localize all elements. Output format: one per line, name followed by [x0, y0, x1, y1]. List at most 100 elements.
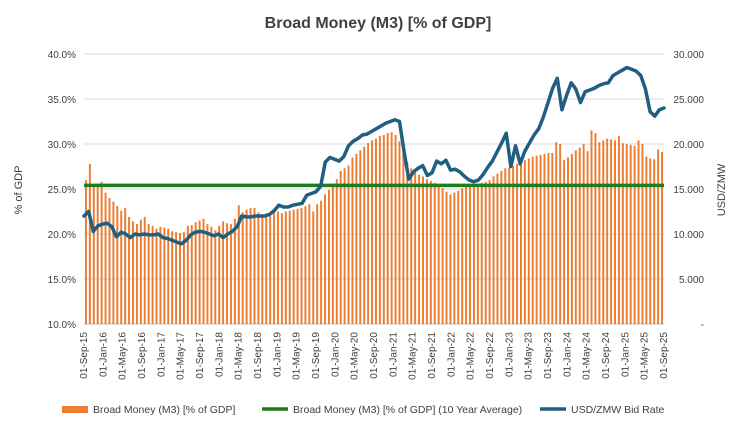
bar — [186, 225, 189, 324]
bar — [402, 150, 405, 324]
bar — [394, 135, 397, 324]
right-tick-label: 30.000 — [673, 50, 704, 61]
bar — [555, 142, 558, 324]
bar — [567, 157, 569, 324]
bar — [590, 130, 593, 324]
bar — [527, 158, 530, 324]
bar — [661, 152, 664, 324]
bar — [414, 171, 417, 324]
bar — [132, 221, 134, 324]
bar — [288, 210, 291, 324]
left-tick-label: 20.0% — [48, 230, 76, 241]
x-tick-label: 01-May-22 — [466, 332, 477, 380]
exchange-rate-line — [82, 65, 666, 246]
x-tick-label: 01-Sep-19 — [311, 332, 322, 379]
bar — [269, 215, 272, 324]
bar — [516, 163, 519, 324]
bar — [398, 141, 401, 324]
bar — [410, 168, 413, 324]
bar — [563, 160, 566, 324]
bar — [504, 168, 507, 324]
x-tick-label: 01-Jan-17 — [156, 332, 167, 377]
bar — [88, 163, 91, 324]
bar — [206, 224, 209, 324]
bar — [135, 224, 138, 324]
bar — [637, 140, 640, 324]
bar — [163, 227, 166, 324]
bar — [480, 182, 483, 324]
left-tick-label: 15.0% — [48, 275, 76, 286]
left-axis-ticks: 10.0% 15.0% 20.0% 25.0% 30.0% 35.0% 40.0% — [48, 50, 76, 331]
x-tick-label: 01-Sep-17 — [195, 332, 206, 379]
bar — [594, 133, 597, 324]
x-tick-label: 01-May-17 — [176, 332, 187, 380]
right-tick-label: 15.000 — [673, 185, 704, 196]
legend-label-average: Broad Money (M3) [% of GDP] (10 Year Ave… — [293, 404, 522, 416]
bar — [437, 185, 440, 324]
bar — [253, 207, 256, 324]
left-tick-label: 30.0% — [48, 140, 76, 151]
bar — [324, 194, 326, 324]
bar — [229, 224, 232, 324]
bar — [171, 231, 174, 324]
bar — [543, 153, 546, 324]
x-tick-label: 01-Sep-16 — [137, 332, 148, 379]
bar — [429, 180, 432, 324]
bar — [582, 144, 585, 324]
bar — [308, 204, 311, 324]
x-tick-label: 01-Sep-20 — [369, 332, 380, 379]
bar — [257, 212, 260, 324]
bar — [551, 153, 554, 324]
bar — [194, 222, 197, 324]
right-axis-label: USD/ZMW — [716, 163, 728, 216]
x-tick-label: 01-Jan-22 — [446, 332, 457, 377]
bar — [559, 144, 562, 324]
x-tick-label: 01-Jan-20 — [330, 332, 341, 377]
left-tick-label: 10.0% — [48, 320, 76, 331]
x-tick-label: 01-Sep-22 — [485, 332, 496, 379]
bar — [151, 225, 154, 324]
left-tick-label: 35.0% — [48, 95, 76, 106]
bar — [179, 233, 181, 324]
bar — [182, 232, 185, 324]
bar — [296, 208, 299, 324]
x-tick-label: 01-Sep-15 — [79, 332, 90, 379]
bar — [147, 224, 150, 324]
bar — [496, 173, 499, 324]
bar — [108, 198, 111, 324]
bar — [500, 171, 503, 324]
bar — [453, 192, 456, 324]
legend-label-bars: Broad Money (M3) [% of GDP] — [93, 404, 235, 416]
bar — [363, 146, 366, 324]
bar — [519, 162, 522, 324]
bar — [649, 158, 652, 324]
bar — [143, 216, 146, 324]
right-tick-label: 5.000 — [679, 275, 704, 286]
bar — [367, 143, 370, 324]
bar — [445, 191, 448, 324]
x-tick-label: 01-Jan-19 — [272, 332, 283, 377]
left-tick-label: 25.0% — [48, 185, 76, 196]
bar — [374, 138, 377, 324]
bar — [629, 144, 632, 324]
bar — [633, 145, 636, 324]
bar — [128, 216, 131, 324]
bar — [570, 153, 573, 324]
bar — [578, 147, 581, 324]
bar — [355, 153, 358, 324]
bar — [237, 205, 240, 324]
legend: Broad Money (M3) [% of GDP] Broad Money … — [62, 404, 665, 416]
bar — [645, 156, 648, 324]
bar — [488, 180, 491, 324]
bar — [265, 213, 268, 324]
x-tick-label: 01-May-25 — [640, 332, 651, 380]
bar — [469, 185, 471, 324]
bar — [245, 209, 248, 324]
right-tick-label: 10.000 — [673, 230, 704, 241]
bar — [190, 225, 193, 324]
bar — [621, 143, 624, 324]
bar — [331, 183, 334, 324]
bar — [312, 211, 315, 324]
bar — [112, 201, 115, 324]
